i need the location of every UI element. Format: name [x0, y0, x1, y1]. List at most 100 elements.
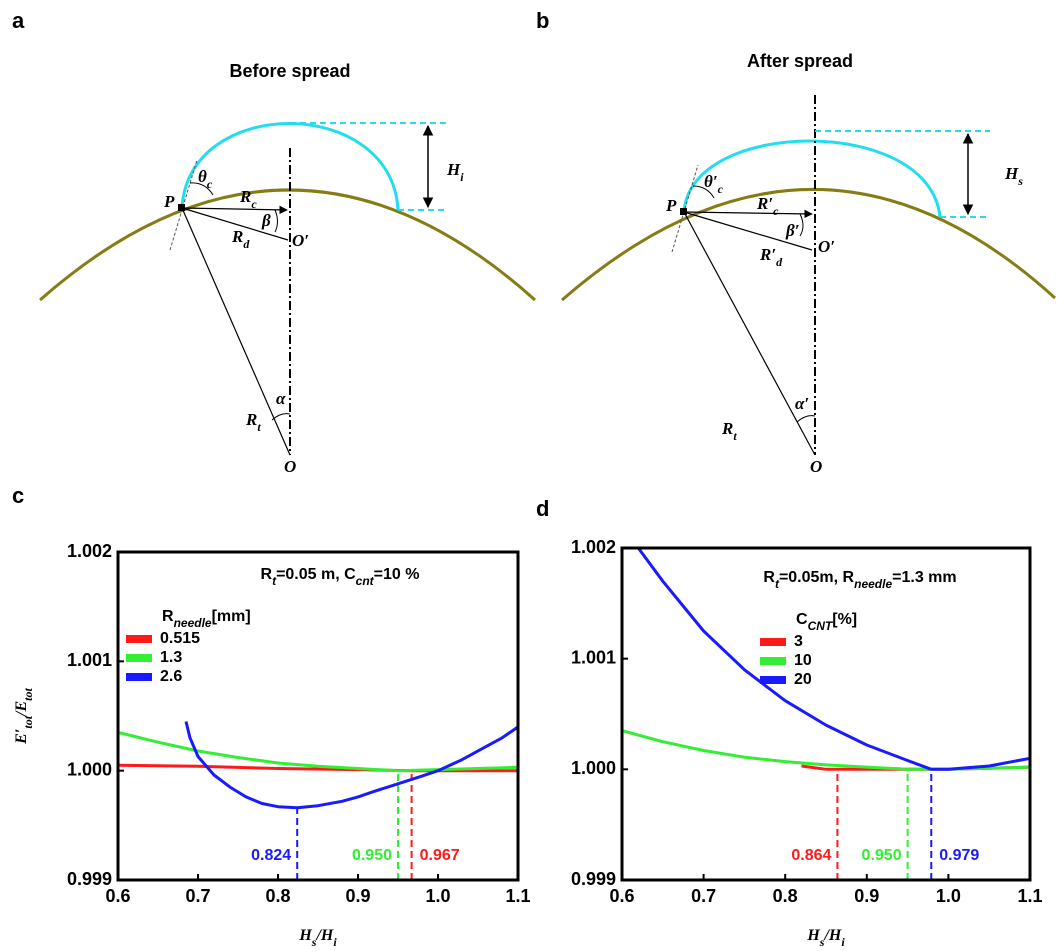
angle-arc — [796, 415, 816, 423]
label-main: H — [446, 160, 461, 179]
legend-label: 3 — [794, 633, 803, 650]
diagram-title: After spread — [747, 51, 853, 71]
legend-label: 20 — [794, 671, 812, 688]
series-line — [118, 730, 518, 773]
label-sub: c — [718, 182, 724, 196]
text-part: /E — [13, 701, 30, 717]
label-sub: s — [1017, 174, 1023, 188]
x-tick-label: 0.6 — [105, 886, 130, 906]
legend-title: Rneedle[mm] — [162, 608, 251, 630]
x-tick-label: 0.7 — [691, 886, 716, 906]
radius-line — [683, 209, 813, 219]
text-part: R — [763, 569, 775, 586]
x-tick-label: 0.7 — [185, 886, 210, 906]
text-part: =0.05 m, — [276, 566, 344, 583]
legend-label: 10 — [794, 652, 812, 669]
y-tick-label: 1.002 — [571, 537, 616, 557]
minimum-label: 0.824 — [251, 847, 291, 864]
legend-swatch — [126, 673, 152, 681]
y-axis-label: E′tot/Etot — [13, 688, 35, 745]
panel-label: b — [536, 8, 549, 33]
diagram-label: R′d — [759, 245, 783, 269]
panel-label: c — [12, 483, 24, 508]
point-p — [178, 204, 185, 211]
series-line — [622, 729, 1030, 771]
diagram-label: Rt — [721, 419, 737, 443]
legend-swatch — [126, 635, 152, 643]
panel-label: d — [536, 496, 549, 521]
text-part: [mm] — [212, 608, 251, 625]
series-group — [118, 721, 518, 810]
y-tick-label: 0.999 — [67, 869, 112, 889]
text-part: R — [162, 608, 174, 625]
legend-swatch — [760, 657, 786, 665]
diagram-label: α′ — [795, 394, 809, 413]
x-tick-label: 1.1 — [505, 886, 530, 906]
text-sub: tot — [21, 688, 35, 701]
label-main: H — [1004, 164, 1019, 183]
text-sub: tot — [21, 715, 35, 728]
diagram-label: Hi — [446, 160, 464, 184]
text-sub: cnt — [356, 574, 375, 588]
x-axis-label: Hs/Hi — [298, 927, 337, 949]
legend-swatch — [126, 654, 152, 662]
diagram-label: O′ — [292, 231, 309, 250]
label-sub: d — [776, 255, 783, 269]
diagram-label: P — [163, 192, 175, 211]
y-tick-label: 1.001 — [67, 650, 112, 670]
label-sub: t — [733, 429, 737, 443]
label-main: R — [231, 227, 243, 246]
annotation: Rt=0.05 m, Ccnt=10 % — [261, 566, 420, 588]
text-part: E′ — [13, 729, 30, 745]
point-p — [680, 208, 687, 215]
x-tick-label: 1.0 — [936, 886, 961, 906]
diagram-title: Before spread — [229, 61, 350, 81]
series-group — [622, 548, 1030, 771]
label-sub: c — [251, 197, 257, 211]
label-main: O′ — [292, 231, 309, 250]
angle-arc — [274, 209, 278, 233]
text-sub: i — [841, 935, 845, 949]
legend-label: 1.3 — [160, 649, 182, 666]
diagram-label: θc — [198, 167, 213, 191]
label-sub: d — [243, 237, 250, 251]
x-axis-label: Hs/Hi — [806, 927, 845, 949]
radius-line — [683, 211, 816, 456]
angle-arc — [692, 185, 715, 199]
text-part: H — [298, 927, 312, 944]
x-tick-label: 0.8 — [773, 886, 798, 906]
minimum-label: 0.950 — [352, 847, 392, 864]
angle-arc — [189, 182, 214, 196]
label-sub: t — [257, 420, 261, 434]
label-main: α′ — [795, 394, 809, 413]
y-tick-label: 1.000 — [571, 758, 616, 778]
label-main: R′ — [756, 194, 773, 213]
x-tick-label: 0.8 — [265, 886, 290, 906]
angle-arc — [271, 413, 291, 421]
label-main: β — [261, 211, 271, 230]
label-main: α — [276, 389, 286, 408]
y-tick-label: 1.000 — [67, 759, 112, 779]
x-tick-label: 1.1 — [1017, 886, 1042, 906]
annotation: Rt=0.05m, Rneedle=1.3 mm — [763, 569, 956, 591]
diagram-label: β′ — [785, 221, 800, 240]
text-part: H — [806, 927, 820, 944]
text-sub: needle — [854, 577, 892, 591]
text-part: [%] — [832, 611, 857, 628]
text-sub: t — [775, 577, 780, 591]
legend-label: 2.6 — [160, 668, 182, 685]
droplet-arc — [682, 139, 942, 218]
diagram-label: R′c — [756, 194, 779, 218]
text-sub: needle — [174, 616, 212, 630]
radius-line — [181, 205, 288, 215]
label-sub: c — [207, 177, 213, 191]
diagram-b — [561, 95, 1057, 456]
diagram-label: β — [261, 211, 271, 230]
angle-arc — [799, 213, 804, 237]
diagram-label: O — [284, 457, 296, 476]
x-tick-label: 1.0 — [425, 886, 450, 906]
text-sub: CNT — [808, 619, 834, 633]
text-part: =10 % — [374, 566, 420, 583]
